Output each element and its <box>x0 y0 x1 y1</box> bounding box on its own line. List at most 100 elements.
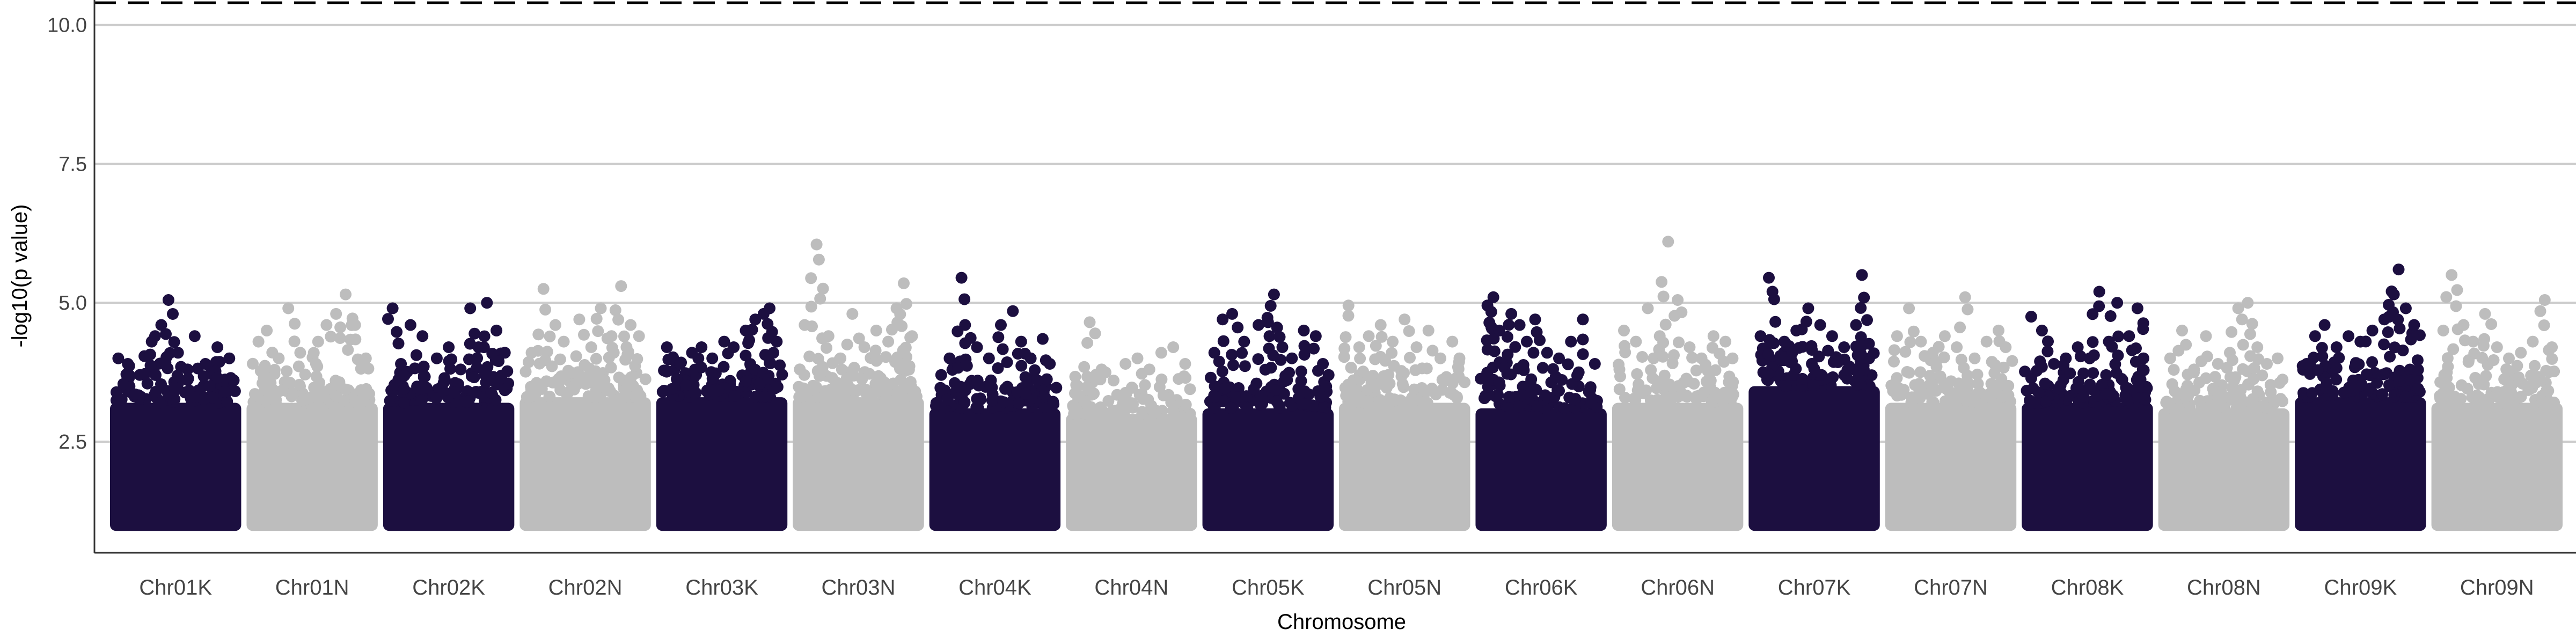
peak-point <box>706 352 719 364</box>
point <box>1264 299 1277 312</box>
point <box>532 345 544 357</box>
point <box>1827 371 1839 383</box>
point <box>612 313 625 326</box>
peak-point <box>955 272 968 284</box>
point <box>1841 372 1853 385</box>
point <box>1263 342 1275 355</box>
point <box>2405 333 2417 346</box>
point <box>1120 388 1132 400</box>
peak-point <box>718 335 730 348</box>
point <box>250 390 262 402</box>
chromosome-Chr08N <box>2158 297 2290 531</box>
point <box>2385 286 2398 297</box>
point <box>2534 305 2546 317</box>
peak-point <box>1268 288 1280 301</box>
point <box>218 386 231 398</box>
point <box>1502 400 1514 412</box>
point <box>1015 360 1028 372</box>
point <box>444 363 456 375</box>
point <box>1375 331 1388 343</box>
peak-point <box>2242 297 2254 309</box>
chromosome-Chr08K <box>2019 286 2153 531</box>
peak-point <box>1891 330 1903 342</box>
peak-point <box>1938 330 1951 342</box>
point <box>679 379 692 391</box>
peak-point <box>2232 302 2244 314</box>
point <box>1990 386 2003 399</box>
point <box>1503 319 1515 331</box>
point <box>1723 389 1736 401</box>
point <box>879 376 891 389</box>
point <box>213 356 225 368</box>
point <box>600 383 612 395</box>
point <box>1907 325 1920 338</box>
point <box>603 352 615 364</box>
peak-point <box>585 341 597 353</box>
peak-point <box>1993 324 2004 336</box>
point <box>2166 378 2178 390</box>
chromosome-Chr07N <box>1885 291 2018 531</box>
point <box>123 369 136 382</box>
x-tick-label: Chr06K <box>1505 576 1578 599</box>
point <box>2201 350 2213 363</box>
peak-point <box>537 283 550 295</box>
point <box>1281 374 1293 386</box>
point <box>1209 401 1221 414</box>
peak-point <box>1695 352 1708 364</box>
point <box>349 333 362 346</box>
point <box>2333 352 2345 364</box>
point <box>1096 404 1108 416</box>
point <box>1263 330 1276 342</box>
peak-point <box>2366 324 2379 336</box>
point <box>2451 284 2463 296</box>
point <box>1861 314 1873 326</box>
point <box>117 378 129 390</box>
peak-point <box>2515 347 2527 359</box>
point <box>1971 368 1984 380</box>
peak-point <box>1577 313 1589 326</box>
peak-point <box>499 347 511 359</box>
point <box>1584 381 1597 393</box>
point <box>1426 345 1439 357</box>
point <box>1475 372 1487 385</box>
point <box>2316 350 2329 363</box>
point <box>997 343 1009 355</box>
chromosome-Chr03N <box>793 238 924 531</box>
point <box>1436 374 1448 386</box>
point <box>478 330 491 342</box>
point <box>2273 377 2286 389</box>
point <box>671 373 683 385</box>
point <box>2360 335 2372 348</box>
point <box>1527 347 1540 359</box>
dense-points-Chr08K <box>2022 402 2153 531</box>
point <box>1136 406 1148 418</box>
chromosome-Chr05K <box>1202 288 1335 531</box>
point <box>740 375 752 387</box>
point <box>2006 355 2018 367</box>
point <box>362 362 375 375</box>
point <box>2491 386 2504 398</box>
point <box>1069 370 1081 383</box>
point <box>1650 382 1663 394</box>
chromosome-Chr01K <box>110 294 241 531</box>
x-axis-ticks: Chr01K Chr01N Chr02K Chr02N Chr03K Chr03N Chr0… <box>139 576 2534 599</box>
point <box>1556 374 1568 386</box>
peak-point <box>835 352 847 364</box>
point <box>276 384 289 397</box>
point <box>1322 369 1335 381</box>
peak-point <box>1317 358 1329 370</box>
point <box>2041 345 2054 357</box>
point <box>299 368 311 380</box>
point <box>827 385 839 397</box>
point <box>1675 306 1688 318</box>
point <box>410 349 422 361</box>
point <box>1658 369 1671 382</box>
peak-point <box>273 352 285 364</box>
peak-point <box>2036 324 2048 336</box>
point <box>228 374 240 386</box>
peak-point <box>330 308 342 320</box>
peak-point <box>633 330 645 342</box>
point <box>1985 378 1997 390</box>
peak-point <box>1968 352 1981 364</box>
point <box>886 324 898 336</box>
